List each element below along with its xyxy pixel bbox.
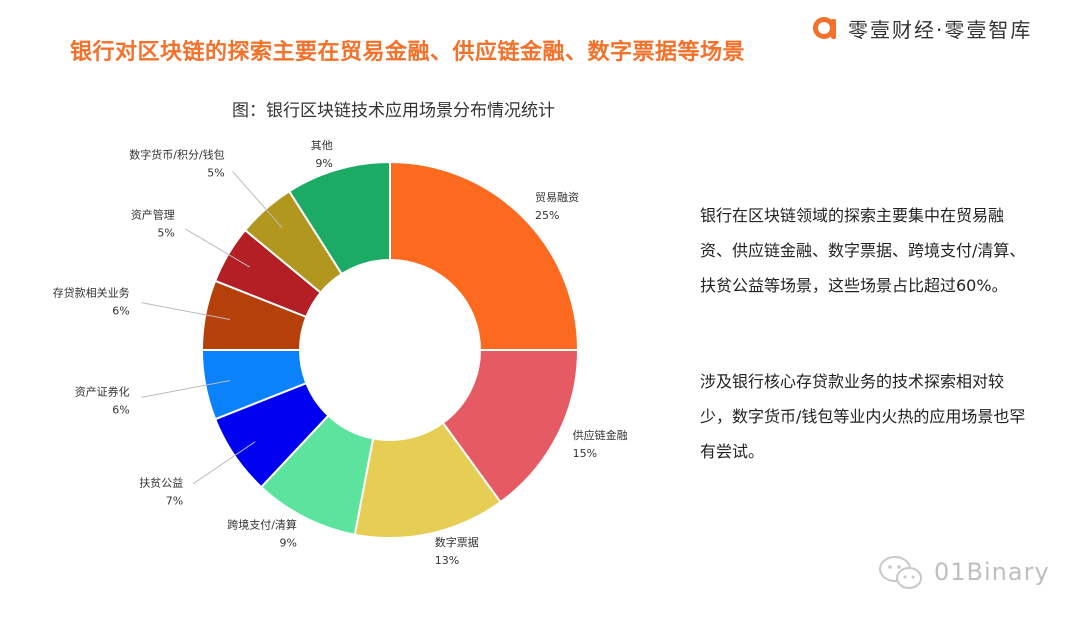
page-headline: 银行对区块链的探索主要在贸易金融、供应链金融、数字票据等场景 (70, 40, 746, 65)
brand: 零壹财经·零壹智库 (812, 12, 1072, 44)
slice-label-2: 数字票据 (435, 535, 479, 549)
side-paragraph-2: 涉及银行核心存贷款业务的技术探索相对较少，数字货币/钱包等业内火热的应用场景也罕… (700, 372, 1026, 461)
slice-label-1: 供应链金融 (573, 428, 628, 442)
slice-label-9: 其他 (311, 139, 333, 152)
leader-line-8 (232, 171, 283, 229)
slice-label-0: 贸易融资 (535, 191, 579, 204)
leader-line-6 (141, 302, 230, 320)
slice-label-4: 扶贫公益 (139, 476, 183, 490)
slice-pct-1: 15% (573, 447, 597, 460)
slice-label-7: 资产管理 (131, 208, 175, 222)
slice-9 (287, 160, 391, 276)
slice-1 (441, 349, 580, 504)
watermark-text: 01Binary (934, 558, 1050, 586)
leader-line-4 (192, 441, 256, 485)
brand-name: 零壹财经·零壹智库 (848, 17, 1033, 42)
slice-label-8: 数字货币/积分/钱包 (129, 147, 224, 161)
wechat-icon (879, 556, 922, 589)
chart-title: 图：银行区块链技术应用场景分布情况统计 (232, 101, 555, 121)
slice-pct-8: 5% (207, 166, 224, 179)
slice-pct-9: 9% (315, 157, 332, 170)
slice-0 (389, 160, 580, 351)
leader-line-5 (141, 380, 230, 398)
slice-pct-2: 13% (435, 554, 459, 567)
slice-pct-4: 7% (166, 495, 183, 508)
slice-pct-3: 9% (279, 537, 296, 550)
slice-pct-6: 6% (112, 304, 129, 317)
slice-label-3: 跨境支付/清算 (227, 518, 297, 532)
slice-pct-7: 5% (157, 227, 174, 240)
slice-label-6: 存贷款相关业务 (53, 285, 130, 299)
leader-line-7 (184, 228, 250, 268)
slice-pct-0: 25% (535, 209, 559, 222)
brand-logo-icon (813, 17, 836, 39)
slice-label-5: 资产证券化 (75, 385, 130, 399)
slice-pct-5: 6% (112, 404, 129, 417)
side-paragraph-1: 银行在区块链领域的探索主要集中在贸易融资、供应链金融、数字票据、跨境支付/清算、… (700, 206, 1026, 295)
watermark: 01Binary (876, 552, 1050, 592)
